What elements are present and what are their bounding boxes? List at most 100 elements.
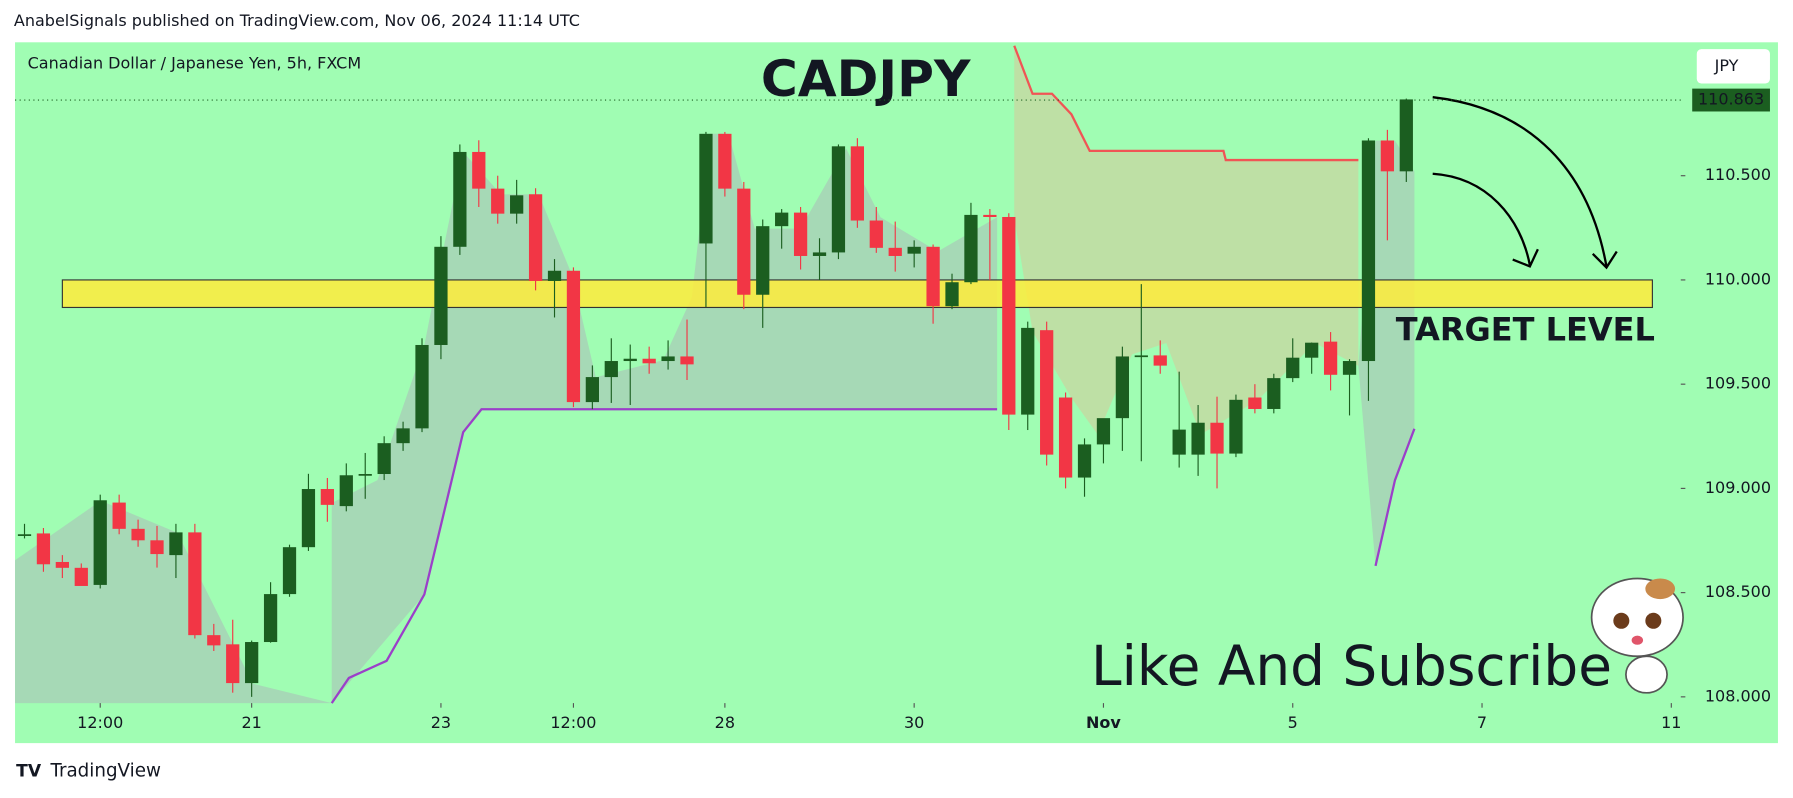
last-price-box	[1692, 88, 1770, 112]
candle-body	[1323, 341, 1338, 375]
x-tick-label: 23	[431, 713, 451, 732]
annotation: TARGET LEVEL	[1396, 311, 1655, 349]
candle-body	[169, 532, 183, 556]
candle-body	[282, 547, 297, 595]
candle-body	[642, 358, 656, 364]
y-tick-label: 108.000	[1705, 686, 1771, 705]
candle-body	[661, 356, 675, 362]
candle-body	[1210, 422, 1224, 454]
candle-body	[775, 212, 789, 227]
candle-body	[320, 489, 334, 505]
candle-body	[623, 358, 637, 362]
candle-body	[415, 344, 429, 429]
chart-title: CADJPY	[761, 49, 971, 108]
arrow	[1432, 96, 1608, 267]
candle-body	[1361, 140, 1376, 362]
footer: TradingView	[49, 761, 161, 782]
x-tick-label: 5	[1288, 713, 1298, 732]
candle-body	[1153, 355, 1167, 366]
cat-mouth	[1631, 635, 1644, 645]
candle-body	[528, 194, 543, 281]
annotation: Like And Subscribe	[1091, 634, 1612, 698]
candle-body	[1342, 361, 1357, 375]
candle-body	[604, 361, 618, 378]
plot	[17, 98, 1653, 697]
candle-body	[301, 489, 316, 548]
shade	[331, 133, 998, 704]
candle-body	[718, 133, 732, 189]
candle-body	[1248, 397, 1262, 409]
candle-body	[112, 502, 126, 529]
x-tick-label: 12:00	[550, 713, 596, 732]
cat-patch	[1645, 578, 1676, 600]
arrow	[1432, 172, 1531, 266]
candle-body	[1286, 357, 1300, 379]
header: AnabelSignals published on TradingView.c…	[14, 11, 580, 30]
support-line	[1374, 428, 1416, 567]
x-tick-label: 28	[715, 713, 735, 732]
candle-body	[831, 146, 846, 253]
candle-body	[1040, 330, 1054, 455]
candle-body	[585, 377, 599, 403]
x-tick-label: 11	[1661, 713, 1681, 732]
candle-body	[510, 195, 524, 214]
candle-body	[793, 212, 808, 256]
candle-body	[547, 270, 562, 281]
candle-body	[1134, 355, 1148, 358]
candle-body	[188, 532, 202, 636]
candle-body	[207, 635, 221, 646]
shade	[1014, 45, 1359, 435]
candle-body	[55, 561, 69, 568]
candle-body	[17, 534, 32, 536]
candle-body	[1267, 378, 1281, 409]
currency: JPY	[1714, 56, 1739, 75]
x-tick-label: 7	[1477, 713, 1487, 732]
x-tick-label: 12:00	[77, 713, 123, 732]
x-tick-label: 21	[241, 713, 261, 732]
cat-eye	[1613, 612, 1630, 629]
candle-body	[964, 214, 978, 283]
arrows	[1432, 96, 1618, 270]
candle-body	[453, 151, 467, 247]
candle-body	[1380, 140, 1395, 172]
x-tick-label: Nov	[1086, 713, 1121, 732]
currency-box	[1696, 49, 1770, 84]
support-line	[330, 408, 998, 704]
candle-body	[1077, 444, 1092, 478]
logo: TV	[16, 762, 42, 782]
candle-body	[926, 246, 940, 307]
symbol: Canadian Dollar / Japanese Yen, 5h, FXCM	[28, 54, 362, 73]
candle-body	[358, 474, 372, 476]
candle-body	[907, 246, 921, 254]
candle-body	[74, 567, 88, 586]
candle-body	[131, 528, 145, 541]
candle-body	[1002, 216, 1016, 415]
y-tick-label: 110.500	[1705, 165, 1771, 184]
candle-body	[850, 146, 865, 221]
candle-body	[1191, 422, 1205, 455]
candle-body	[150, 540, 164, 555]
candle-body	[1115, 356, 1130, 419]
candle-body	[888, 247, 902, 256]
cat-sticker	[1590, 577, 1684, 694]
stop-line	[1013, 45, 1359, 162]
candle-body	[566, 270, 581, 403]
candle-body	[680, 356, 694, 365]
candle-body	[1399, 99, 1413, 172]
y-tick-label: 110.000	[1705, 269, 1771, 288]
candle-body	[699, 133, 713, 244]
candle-body	[245, 642, 259, 684]
candle-body	[434, 246, 448, 345]
candle-body	[491, 188, 505, 214]
y-tick-label: 109.500	[1705, 374, 1771, 393]
candle-body	[339, 475, 353, 507]
x-tick-label: 30	[904, 713, 924, 732]
last-price: 110.863	[1698, 90, 1764, 109]
candle-body	[737, 188, 751, 295]
y-tick-label: 109.000	[1705, 478, 1771, 497]
candle-body	[1021, 327, 1035, 415]
arrow-head	[1591, 250, 1618, 270]
candle-body	[983, 214, 997, 217]
candle-body	[472, 151, 486, 189]
